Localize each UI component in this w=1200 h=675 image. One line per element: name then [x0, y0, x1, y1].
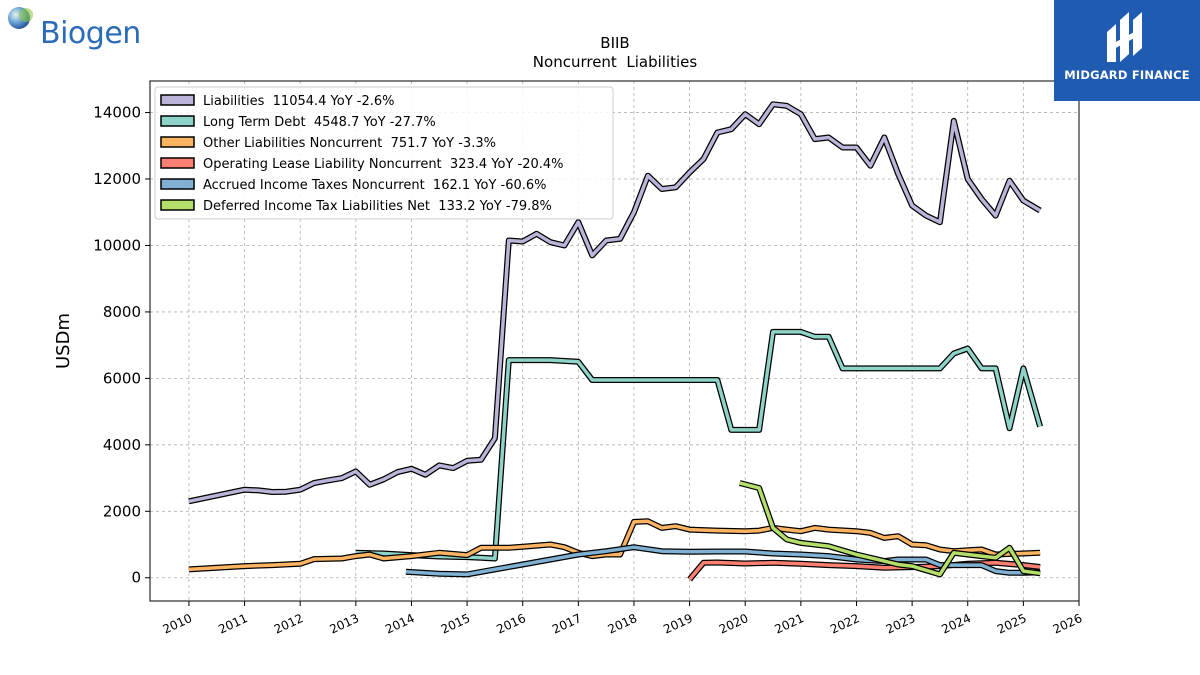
series-line-fill — [188, 519, 1041, 572]
x-tick-label: 2012 — [272, 611, 306, 637]
series-line — [687, 559, 1041, 582]
series-line — [738, 480, 1041, 578]
publisher-logo-icon — [1107, 12, 1142, 62]
legend-label: Accrued Income Taxes Noncurrent 162.1 Yo… — [203, 178, 547, 193]
x-tick-label: 2025 — [995, 611, 1029, 637]
x-tick-label: 2020 — [717, 611, 751, 637]
series-line-fill — [688, 560, 1041, 581]
series-line-fill — [188, 102, 1041, 504]
series-layer — [188, 101, 1043, 582]
legend-label: Operating Lease Liability Noncurrent 323… — [203, 157, 564, 172]
y-tick-label: 12000 — [93, 170, 141, 188]
y-tick-label: 14000 — [93, 104, 141, 122]
x-tick-label: 2023 — [884, 611, 918, 637]
globe-icon — [8, 7, 33, 29]
series-line — [355, 328, 1043, 562]
publisher-badge: MIDGARD FINANCE — [1054, 0, 1200, 101]
legend-swatch — [160, 178, 195, 190]
legend-swatch — [160, 199, 195, 211]
chart-title: BIIB — [600, 34, 629, 52]
x-tick-label: 2015 — [439, 611, 473, 637]
legend-label: Liabilities 11054.4 YoY -2.6% — [203, 94, 395, 109]
x-tick-label: 2026 — [1051, 611, 1085, 637]
y-tick-label: 10000 — [93, 236, 141, 254]
x-tick-label: 2018 — [606, 611, 640, 637]
legend-swatch — [160, 157, 195, 169]
x-tick-label: 2022 — [828, 611, 862, 637]
legend-swatch — [160, 94, 195, 106]
company-logo: Biogen — [6, 4, 156, 56]
chart-subtitle: Noncurrent Liabilities — [533, 53, 698, 71]
series-line-fill — [405, 545, 1041, 577]
x-tick-label: 2013 — [327, 611, 361, 637]
company-name: Biogen — [40, 16, 141, 51]
y-tick-label: 4000 — [103, 436, 141, 454]
legend: Liabilities 11054.4 YoY -2.6% Long Term D… — [154, 86, 614, 220]
x-tick-label: 2011 — [216, 611, 250, 637]
legend-swatch — [160, 115, 195, 127]
plot-frame — [149, 80, 1080, 602]
legend-box — [154, 86, 614, 220]
legend-label: Other Liabilities Noncurrent 751.7 YoY -… — [203, 136, 496, 151]
x-tick-label: 2017 — [550, 611, 584, 637]
legend-label: Deferred Income Tax Liabilities Net 133.… — [203, 199, 552, 214]
series-line-fill — [355, 330, 1042, 561]
y-tick-label: 0 — [131, 569, 141, 587]
x-tick-label: 2016 — [494, 611, 528, 637]
legend-label: Long Term Debt 4548.7 YoY -27.7% — [203, 115, 436, 130]
y-tick-label: 8000 — [103, 303, 141, 321]
series-line-fill — [739, 481, 1041, 577]
series-line — [405, 544, 1041, 578]
x-tick-label: 2021 — [773, 611, 807, 637]
x-tick-label: 2024 — [939, 611, 973, 637]
x-tick-label: 2014 — [383, 611, 417, 637]
legend-swatch — [160, 136, 195, 148]
y-axis-label: USDm — [53, 313, 74, 369]
x-tick-label: 2010 — [161, 611, 195, 637]
x-axis: 2010 2011 2012 2013 2014 2015 2016 2017 2018 2019… — [161, 601, 1085, 637]
x-tick-label: 2019 — [661, 611, 695, 637]
series-line — [188, 101, 1042, 505]
y-tick-label: 6000 — [103, 369, 141, 387]
y-axis: 0 2000 4000 6000 8000 10000 12000 14000 — [93, 104, 150, 587]
y-tick-label: 2000 — [103, 502, 141, 520]
publisher-name: MIDGARD FINANCE — [1064, 68, 1190, 82]
series-line — [188, 518, 1041, 573]
